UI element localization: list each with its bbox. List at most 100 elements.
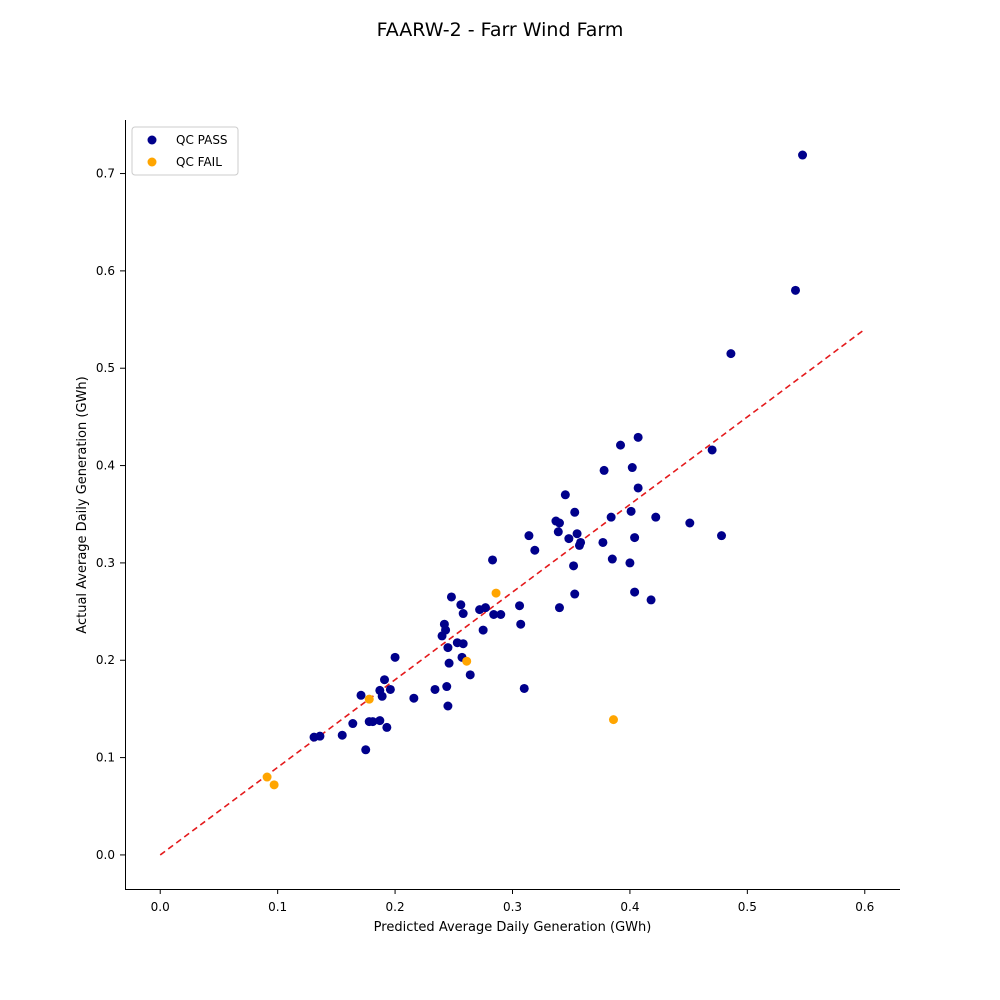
data-point-qc-pass — [356, 690, 366, 700]
x-tick-label: 0.4 — [620, 900, 639, 914]
y-tick-label: 0.1 — [96, 751, 115, 765]
data-point-qc-pass — [478, 625, 488, 635]
legend-label-qc-pass: QC PASS — [176, 133, 228, 147]
data-point-qc-pass — [530, 545, 540, 555]
data-point-qc-pass — [790, 285, 800, 295]
data-point-qc-pass — [488, 555, 498, 565]
data-point-qc-fail — [262, 772, 272, 782]
data-point-qc-pass — [480, 603, 490, 613]
data-point-qc-pass — [626, 506, 636, 516]
x-tick-label: 0.5 — [738, 900, 757, 914]
data-point-qc-fail — [608, 715, 618, 725]
data-point-qc-pass — [458, 639, 468, 649]
legend-box — [131, 126, 239, 176]
legend: QC PASS QC FAIL — [131, 126, 239, 176]
y-axis-title: Actual Average Daily Generation (GWh) — [75, 376, 90, 633]
data-point-qc-pass — [409, 693, 419, 703]
data-point-qc-pass — [444, 658, 454, 668]
series-qc-pass — [309, 150, 808, 755]
axes — [125, 120, 900, 890]
data-point-qc-pass — [564, 534, 574, 544]
x-tick-label: 0.6 — [855, 900, 874, 914]
data-point-qc-pass — [430, 684, 440, 694]
data-point-qc-fail — [462, 656, 472, 666]
data-point-qc-pass — [361, 745, 371, 755]
data-point-qc-pass — [443, 701, 453, 711]
y-tick-label: 0.5 — [96, 361, 115, 375]
y-tick-label: 0.0 — [96, 848, 115, 862]
legend-marker-qc-pass — [147, 135, 157, 145]
data-point-qc-pass — [337, 730, 347, 740]
data-point-qc-pass — [524, 531, 534, 541]
data-point-qc-fail — [269, 780, 279, 790]
data-point-qc-pass — [560, 490, 570, 500]
data-point-qc-pass — [385, 684, 395, 694]
y-ticks: 0.0 0.1 0.2 0.3 0.4 0.5 0.6 0.7 — [96, 167, 125, 862]
data-point-qc-pass — [315, 731, 325, 741]
x-tick-label: 0.1 — [268, 900, 287, 914]
data-points — [262, 150, 808, 790]
data-point-qc-pass — [516, 619, 526, 629]
data-point-qc-pass — [625, 558, 635, 568]
data-point-qc-pass — [576, 537, 586, 547]
data-point-qc-pass — [375, 716, 385, 726]
data-point-qc-pass — [599, 465, 609, 475]
y-tick-label: 0.6 — [96, 264, 115, 278]
data-point-qc-pass — [489, 609, 499, 619]
data-point-qc-pass — [446, 592, 456, 602]
data-point-qc-pass — [717, 531, 727, 541]
series-qc-fail — [262, 588, 618, 790]
y-tick-label: 0.7 — [96, 167, 115, 181]
legend-label-qc-fail: QC FAIL — [176, 155, 222, 169]
data-point-qc-pass — [443, 643, 453, 653]
data-point-qc-pass — [633, 483, 643, 493]
data-point-qc-pass — [707, 445, 717, 455]
data-point-qc-pass — [616, 440, 626, 450]
data-point-qc-pass — [496, 609, 506, 619]
x-ticks: 0.0 0.1 0.2 0.3 0.4 0.5 0.6 — [151, 889, 874, 914]
data-point-qc-pass — [606, 512, 616, 522]
data-point-qc-fail — [491, 588, 501, 598]
y-tick-label: 0.2 — [96, 653, 115, 667]
reference-line — [159, 328, 866, 856]
data-point-qc-pass — [607, 554, 617, 564]
data-point-qc-fail — [364, 694, 374, 704]
data-point-qc-pass — [554, 518, 564, 528]
data-point-qc-pass — [651, 512, 661, 522]
data-point-qc-pass — [726, 349, 736, 359]
data-point-qc-pass — [390, 652, 400, 662]
data-point-qc-pass — [441, 625, 451, 635]
data-point-qc-pass — [627, 463, 637, 473]
data-point-qc-pass — [633, 432, 643, 442]
data-point-qc-pass — [465, 670, 475, 680]
data-point-qc-pass — [554, 603, 564, 613]
data-point-qc-pass — [630, 587, 640, 597]
data-point-qc-pass — [798, 150, 808, 160]
data-point-qc-pass — [458, 609, 468, 619]
data-point-qc-pass — [348, 719, 358, 729]
data-point-qc-pass — [553, 527, 563, 537]
data-point-qc-pass — [377, 691, 387, 701]
data-point-qc-pass — [685, 518, 695, 528]
data-point-qc-pass — [569, 561, 579, 571]
x-tick-label: 0.0 — [151, 900, 170, 914]
data-point-qc-pass — [380, 675, 390, 685]
data-point-qc-pass — [515, 601, 525, 611]
chart-title: FAARW-2 - Farr Wind Farm — [377, 19, 624, 41]
data-point-qc-pass — [570, 589, 580, 599]
data-point-qc-pass — [456, 600, 466, 610]
x-tick-label: 0.2 — [386, 900, 405, 914]
data-point-qc-pass — [442, 682, 452, 692]
data-point-qc-pass — [368, 717, 378, 727]
data-point-qc-pass — [382, 722, 392, 732]
x-axis-title: Predicted Average Daily Generation (GWh) — [374, 920, 652, 935]
legend-marker-qc-fail — [147, 157, 157, 167]
y-tick-label: 0.4 — [96, 459, 115, 473]
y-tick-label: 0.3 — [96, 556, 115, 570]
data-point-qc-pass — [570, 507, 580, 517]
data-point-qc-pass — [598, 537, 608, 547]
x-tick-label: 0.3 — [503, 900, 522, 914]
data-point-qc-pass — [519, 683, 529, 693]
